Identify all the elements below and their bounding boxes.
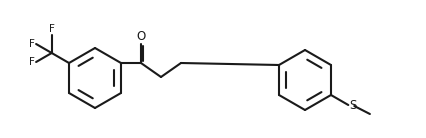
Text: O: O bbox=[136, 30, 145, 43]
Text: F: F bbox=[29, 39, 35, 49]
Text: F: F bbox=[29, 57, 35, 67]
Text: S: S bbox=[348, 99, 355, 112]
Text: F: F bbox=[49, 25, 55, 34]
